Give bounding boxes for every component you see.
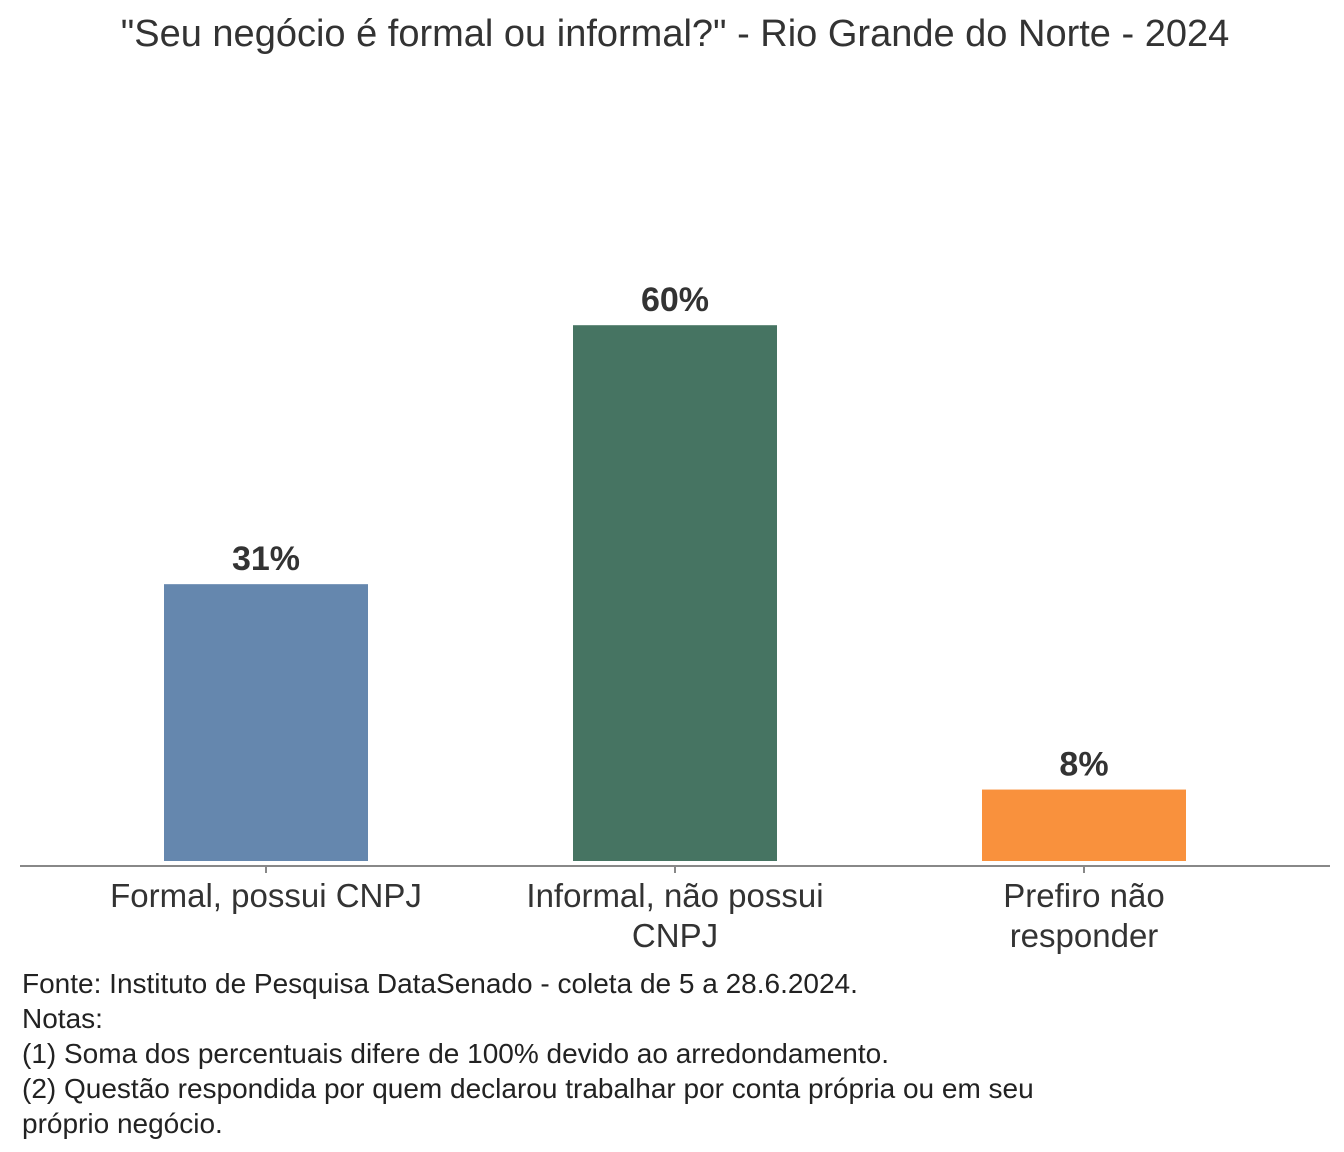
category-label-2: Informal, não possui CNPJ: [526, 877, 823, 954]
category-label-3: Prefiro não responder: [1003, 877, 1164, 954]
value-label-2: 60%: [641, 281, 709, 319]
category-labels-group: Formal, possui CNPJ Informal, não possui C…: [110, 877, 1165, 954]
bar-2: [573, 325, 777, 861]
value-label-3: 8%: [1059, 746, 1108, 784]
note-2-line-1: (2) Questão respondida por quem declarou…: [22, 1073, 1034, 1104]
bar-3: [982, 789, 1186, 861]
note-1: (1) Soma dos percentuais difere de 100% …: [22, 1038, 889, 1069]
value-labels-group: 31% 60% 8%: [232, 281, 1109, 783]
chart-notes: Fonte: Instituto de Pesquisa DataSenado …: [22, 966, 1322, 1141]
value-label-1: 31%: [232, 540, 300, 578]
notes-heading: Notas:: [22, 1003, 103, 1034]
bar-chart: 31% 60% 8% Formal, possui CNPJ Informal, nã…: [20, 281, 1330, 954]
x-axis-ticks: [265, 866, 1085, 873]
category-label-1: Formal, possui CNPJ: [110, 877, 422, 914]
bars-group: [164, 325, 1186, 861]
note-2-line-2: próprio negócio.: [22, 1108, 223, 1139]
source-note: Fonte: Instituto de Pesquisa DataSenado …: [22, 968, 858, 999]
bar-1: [164, 584, 368, 861]
chart-title: "Seu negócio é formal ou informal?" - Ri…: [120, 13, 1230, 55]
